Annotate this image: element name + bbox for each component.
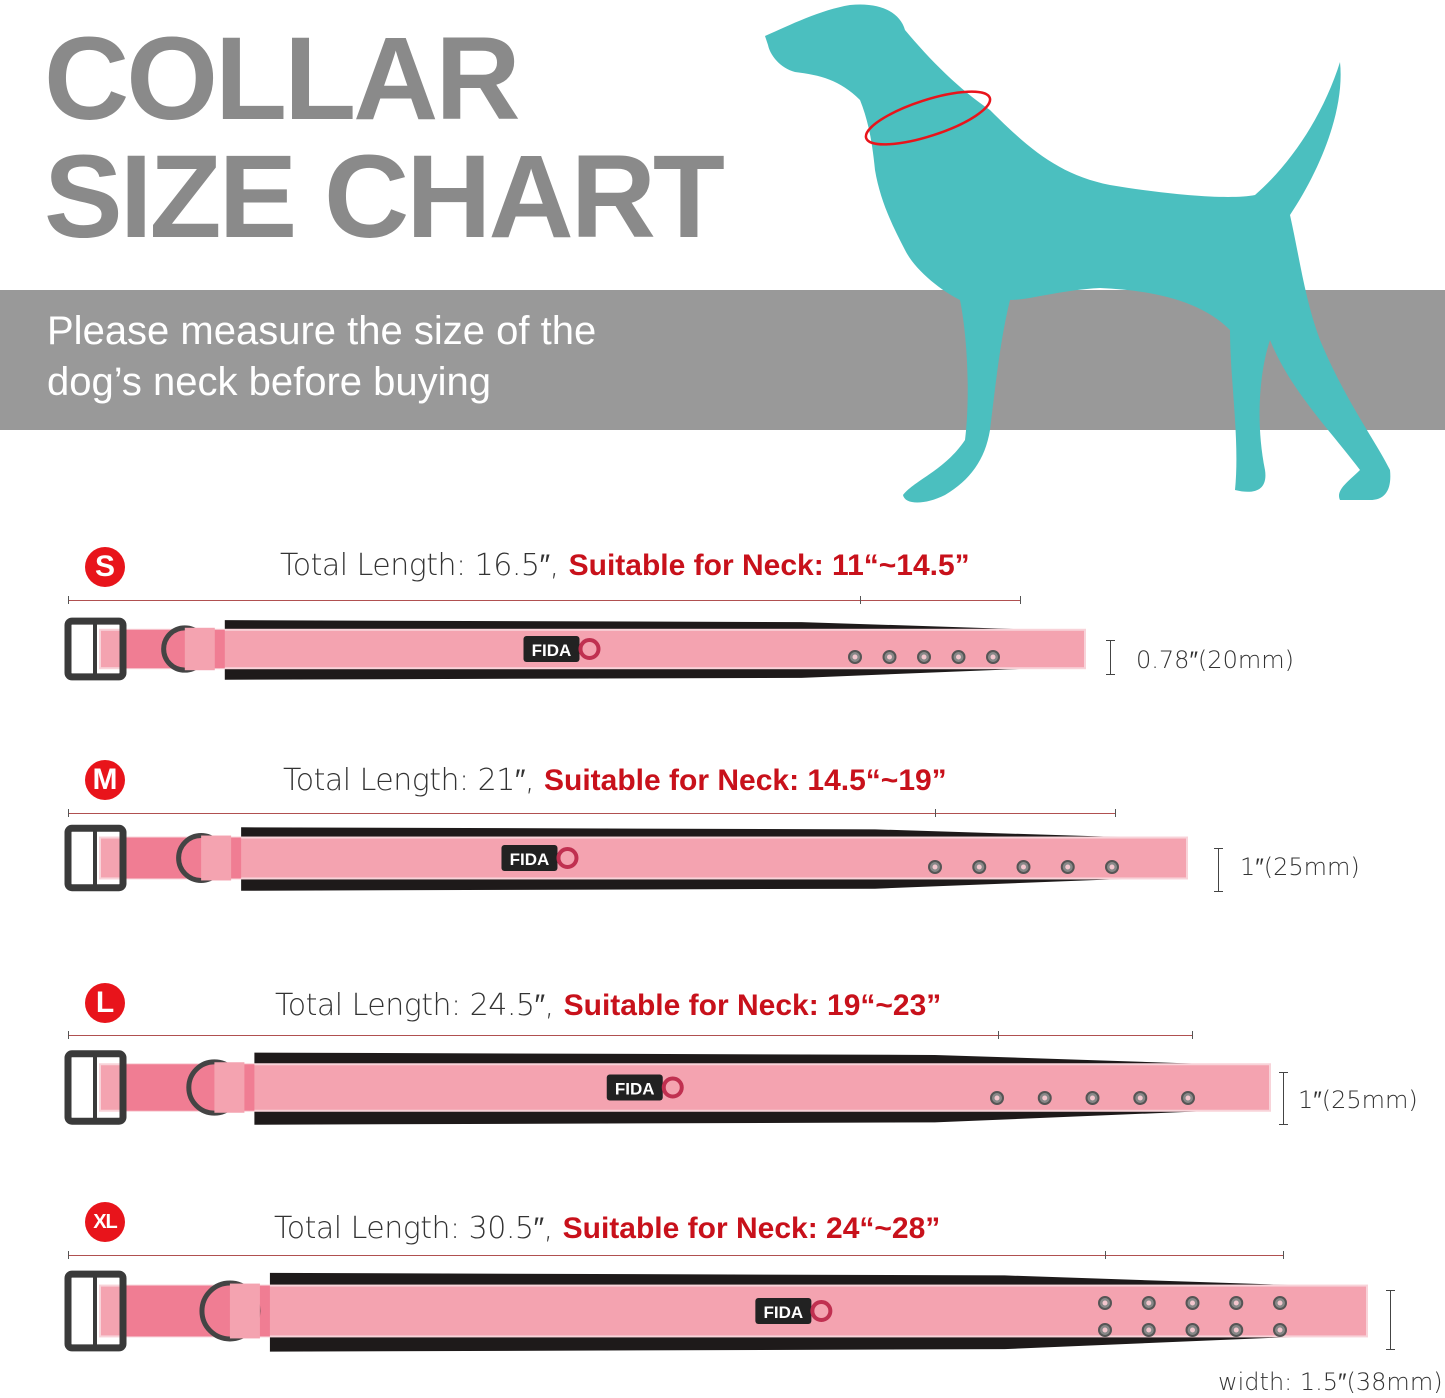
fida-tag <box>755 1298 812 1324</box>
buckle <box>64 617 127 681</box>
instruction-line-1: Please measure the size of the <box>47 309 597 353</box>
title-line-2: SIZE CHART <box>44 131 725 263</box>
length-tick <box>1105 1251 1106 1259</box>
fida-tag <box>523 636 580 662</box>
collar-image: FIDA <box>64 1270 1368 1352</box>
neck-range: Suitable for Neck: 11“~14.5” <box>568 549 970 582</box>
length-tick <box>1283 1251 1284 1259</box>
collar-width: 1″(25mm) <box>1240 853 1360 881</box>
length-tick <box>1192 1031 1193 1039</box>
buckle <box>64 1270 127 1352</box>
size-badge: S <box>85 547 125 587</box>
total-length: Total Length: 16.5″, <box>280 548 559 583</box>
fida-tag <box>606 1074 663 1101</box>
collar-image: FIDA <box>64 617 1086 681</box>
collar-width: width: 1.5″(38mm) <box>1218 1368 1443 1396</box>
length-tick <box>68 596 69 604</box>
fida-tag <box>501 845 558 871</box>
total-length: Total Length: 21″, <box>283 763 535 798</box>
size-description: Total Length: 16.5″, Suitable for Neck: 1… <box>280 548 970 583</box>
length-tick <box>935 809 936 817</box>
size-badge: L <box>85 983 125 1023</box>
width-bracket <box>1386 1290 1395 1350</box>
neck-range: Suitable for Neck: 14.5“~19” <box>544 764 947 797</box>
size-description: Total Length: 24.5″, Suitable for Neck: 1… <box>275 988 941 1023</box>
width-bracket <box>1106 640 1115 675</box>
width-bracket <box>1214 848 1223 892</box>
brand-tag: FIDA <box>532 641 572 660</box>
brand-tag: FIDA <box>510 850 550 869</box>
title-line-1: COLLAR <box>44 13 521 145</box>
length-tick <box>1020 596 1021 604</box>
size-badge: XL <box>85 1202 125 1242</box>
brand-tag: FIDA <box>764 1303 804 1322</box>
length-tick <box>68 1251 69 1259</box>
length-line <box>68 813 1115 814</box>
brand-tag: FIDA <box>615 1080 655 1099</box>
size-description: Total Length: 30.5″, Suitable for Neck: 2… <box>274 1211 940 1246</box>
dog-silhouette-icon <box>765 4 1391 503</box>
instruction-band <box>0 290 1445 430</box>
length-tick <box>860 596 861 604</box>
size-description: Total Length: 21″, Suitable for Neck: 14.… <box>283 763 947 798</box>
total-length: Total Length: 24.5″, <box>275 988 554 1023</box>
length-line <box>68 1035 1192 1036</box>
collar-image: FIDA <box>64 1050 1271 1125</box>
width-bracket <box>1279 1072 1288 1125</box>
length-line <box>68 1255 1283 1256</box>
collar-width: 1″(25mm) <box>1298 1086 1418 1114</box>
neck-range: Suitable for Neck: 24“~28” <box>562 1212 941 1245</box>
length-tick <box>998 1031 999 1039</box>
length-tick <box>68 809 69 817</box>
length-tick <box>1115 809 1116 817</box>
collar-width: 0.78″(20mm) <box>1136 646 1294 674</box>
total-length: Total Length: 30.5″, <box>274 1211 553 1246</box>
size-badge: M <box>85 760 125 800</box>
length-tick <box>68 1031 69 1039</box>
instruction-line-2: dog’s neck before buying <box>47 360 492 404</box>
neck-range: Suitable for Neck: 19“~23” <box>563 989 942 1022</box>
length-line <box>68 600 1020 601</box>
buckle <box>64 824 127 892</box>
collar-image: FIDA <box>64 824 1188 892</box>
